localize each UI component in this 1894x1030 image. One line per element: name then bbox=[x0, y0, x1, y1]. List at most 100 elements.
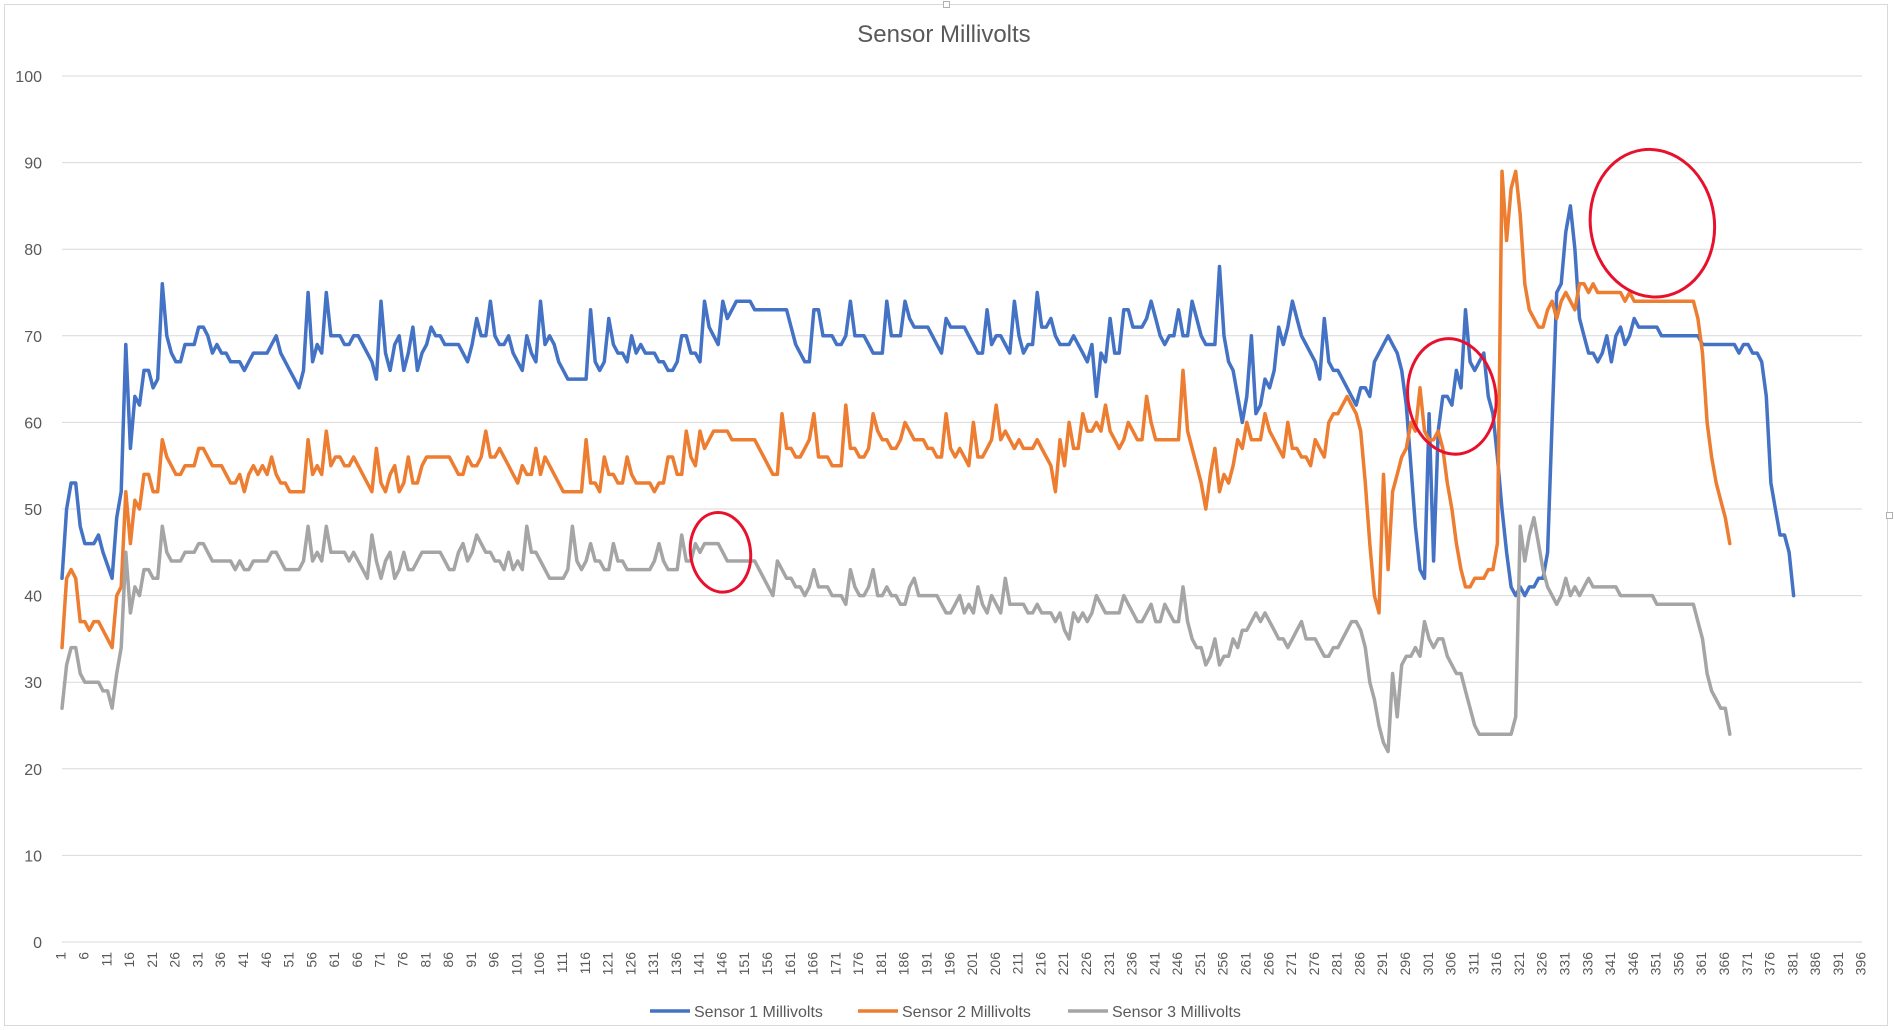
x-tick-label: 46 bbox=[258, 952, 274, 968]
x-tick-label: 126 bbox=[622, 952, 638, 976]
x-tick-label: 326 bbox=[1534, 952, 1550, 976]
x-tick-label: 206 bbox=[987, 952, 1003, 976]
x-tick-label: 371 bbox=[1739, 952, 1755, 976]
y-tick-label: 10 bbox=[24, 848, 42, 865]
y-tick-label: 60 bbox=[24, 415, 42, 432]
x-tick-label: 16 bbox=[121, 952, 137, 968]
x-tick-label: 241 bbox=[1146, 952, 1162, 976]
x-tick-label: 196 bbox=[941, 952, 957, 976]
x-tick-label: 151 bbox=[736, 952, 752, 976]
x-tick-label: 346 bbox=[1625, 952, 1641, 976]
x-tick-label: 26 bbox=[167, 952, 183, 968]
x-tick-label: 121 bbox=[600, 952, 616, 976]
x-tick-label: 86 bbox=[440, 952, 456, 968]
x-tick-label: 6 bbox=[75, 952, 91, 960]
x-tick-label: 266 bbox=[1260, 952, 1276, 976]
x-tick-label: 301 bbox=[1420, 952, 1436, 976]
series-lines bbox=[60, 169, 1796, 754]
x-tick-label: 356 bbox=[1670, 952, 1686, 976]
x-tick-label: 251 bbox=[1192, 952, 1208, 976]
y-tick-label: 80 bbox=[24, 242, 42, 259]
x-tick-label: 271 bbox=[1283, 952, 1299, 976]
x-tick-label: 246 bbox=[1169, 952, 1185, 976]
x-tick-label: 136 bbox=[668, 952, 684, 976]
y-tick-label: 20 bbox=[24, 762, 42, 779]
x-tick-label: 76 bbox=[394, 952, 410, 968]
annotation-circle bbox=[688, 510, 753, 594]
x-tick-label: 341 bbox=[1602, 952, 1618, 976]
x-tick-label: 306 bbox=[1443, 952, 1459, 976]
chart-title: Sensor Millivolts bbox=[857, 21, 1030, 48]
x-tick-label: 386 bbox=[1807, 952, 1823, 976]
x-tick-label: 101 bbox=[508, 952, 524, 976]
x-tick-label: 21 bbox=[144, 952, 160, 968]
x-tick-label: 91 bbox=[463, 952, 479, 968]
x-tick-label: 61 bbox=[326, 952, 342, 968]
x-tick-label: 156 bbox=[759, 952, 775, 976]
y-tick-label: 70 bbox=[24, 329, 42, 346]
x-axis-ticks: 1 6 11 16 21 26 31 36 41 46 51 56 61 66 71 76 81 86 91 96 10… bbox=[53, 952, 1869, 976]
y-tick-label: 90 bbox=[24, 156, 42, 173]
x-tick-label: 141 bbox=[691, 952, 707, 976]
x-tick-label: 316 bbox=[1488, 952, 1504, 976]
x-tick-label: 81 bbox=[417, 952, 433, 968]
x-tick-label: 131 bbox=[645, 952, 661, 976]
x-tick-label: 116 bbox=[577, 952, 593, 975]
x-tick-label: 216 bbox=[1032, 952, 1048, 976]
x-tick-label: 366 bbox=[1716, 952, 1732, 976]
y-tick-label: 100 bbox=[15, 69, 42, 86]
legend-item-2: Sensor 2 Millivolts bbox=[858, 1004, 1031, 1021]
legend: Sensor 1 Millivolts Sensor 2 Millivolts Se… bbox=[650, 1004, 1241, 1021]
legend-item-1: Sensor 1 Millivolts bbox=[650, 1004, 823, 1021]
x-tick-label: 41 bbox=[235, 952, 251, 968]
legend-item-3: Sensor 3 Millivolts bbox=[1068, 1004, 1241, 1021]
x-tick-label: 146 bbox=[713, 952, 729, 976]
resize-handle-top[interactable] bbox=[943, 1, 950, 8]
x-tick-label: 106 bbox=[531, 952, 547, 976]
x-tick-label: 321 bbox=[1511, 952, 1527, 976]
x-tick-label: 201 bbox=[964, 952, 980, 976]
x-tick-label: 291 bbox=[1374, 952, 1390, 976]
x-tick-label: 111 bbox=[554, 952, 570, 973]
x-tick-label: 276 bbox=[1306, 952, 1322, 976]
x-tick-label: 226 bbox=[1078, 952, 1094, 976]
x-tick-label: 331 bbox=[1557, 952, 1573, 976]
annotation-circle bbox=[1406, 337, 1498, 456]
x-tick-label: 311 bbox=[1465, 952, 1481, 975]
x-tick-label: 361 bbox=[1693, 952, 1709, 976]
x-tick-label: 281 bbox=[1329, 952, 1345, 976]
x-tick-label: 191 bbox=[919, 952, 935, 976]
x-tick-label: 336 bbox=[1579, 952, 1595, 976]
x-tick-label: 351 bbox=[1648, 952, 1664, 976]
x-tick-label: 171 bbox=[827, 952, 843, 976]
x-tick-label: 256 bbox=[1215, 952, 1231, 976]
x-tick-label: 186 bbox=[896, 952, 912, 976]
x-tick-label: 1 bbox=[53, 952, 69, 960]
x-tick-label: 391 bbox=[1830, 952, 1846, 976]
x-tick-label: 296 bbox=[1397, 952, 1413, 976]
x-tick-label: 221 bbox=[1055, 952, 1071, 976]
x-tick-label: 166 bbox=[805, 952, 821, 976]
x-tick-label: 181 bbox=[873, 952, 889, 976]
legend-label: Sensor 3 Millivolts bbox=[1112, 1004, 1241, 1021]
x-tick-label: 96 bbox=[486, 952, 502, 968]
x-tick-label: 236 bbox=[1124, 952, 1140, 976]
x-tick-label: 161 bbox=[782, 952, 798, 976]
legend-label: Sensor 1 Millivolts bbox=[694, 1004, 823, 1021]
y-tick-label: 50 bbox=[24, 502, 42, 519]
series-line-1 bbox=[60, 204, 1796, 598]
x-tick-label: 396 bbox=[1853, 952, 1869, 976]
y-axis-ticks: 0 10 20 30 40 50 60 70 80 90 100 bbox=[15, 69, 42, 952]
x-tick-label: 66 bbox=[349, 952, 365, 968]
x-tick-label: 176 bbox=[850, 952, 866, 976]
y-tick-label: 30 bbox=[24, 675, 42, 692]
resize-handle-right[interactable] bbox=[1886, 512, 1893, 519]
series-line-3 bbox=[60, 515, 1732, 754]
x-tick-label: 51 bbox=[281, 952, 297, 968]
x-tick-label: 36 bbox=[212, 952, 228, 968]
y-tick-label: 40 bbox=[24, 589, 42, 606]
y-tick-label: 0 bbox=[33, 935, 42, 952]
annotation-circle bbox=[1588, 147, 1717, 299]
legend-label: Sensor 2 Millivolts bbox=[902, 1004, 1031, 1021]
